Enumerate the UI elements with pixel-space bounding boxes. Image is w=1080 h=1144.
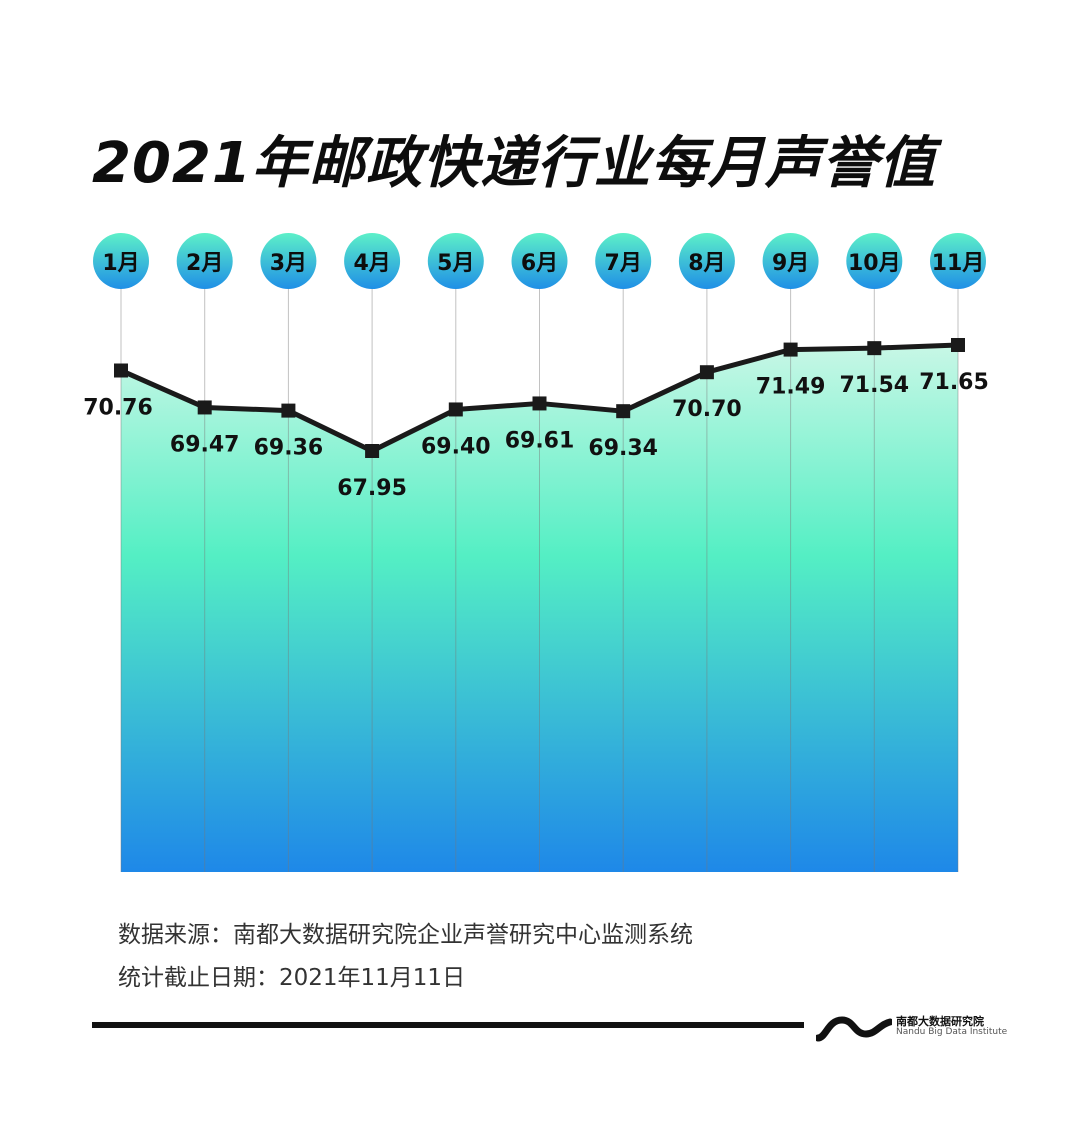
chart-title: 2021年邮政快递行业每月声誉值 [92, 131, 936, 196]
month-tick-label: 3月 [270, 251, 307, 276]
month-badge [93, 233, 149, 289]
data-point-marker [114, 363, 128, 378]
month-badge [344, 233, 401, 289]
data-point-marker [448, 402, 463, 417]
data-value-label: 69.34 [588, 436, 658, 461]
month-badge [427, 233, 484, 289]
data-value-label: 70.70 [672, 397, 742, 422]
month-tick-label: 1月 [102, 251, 139, 276]
month-tick-label: 7月 [605, 251, 642, 276]
month-tick-label: 2月 [186, 251, 223, 276]
logo-chinese-name: 南都大数据研究院 [896, 1015, 984, 1028]
data-point-marker [197, 400, 212, 415]
month-badge [595, 233, 652, 289]
data-value-label: 67.95 [337, 476, 407, 501]
month-badge [762, 233, 819, 289]
month-tick-label: 8月 [688, 251, 725, 276]
data-point-marker [281, 403, 296, 418]
month-tick-label: 6月 [521, 251, 558, 276]
data-point-marker [783, 342, 798, 357]
cutoff-date-note: 统计截止日期：2021年11月11日 [118, 965, 466, 991]
data-value-label: 69.40 [421, 434, 491, 459]
data-value-label: 69.47 [170, 432, 240, 457]
month-badge [260, 233, 317, 289]
data-value-label: 71.49 [756, 375, 826, 400]
data-value-label: 70.76 [83, 395, 153, 420]
month-tick-label: 10月 [848, 251, 901, 276]
data-value-label: 71.65 [919, 370, 989, 395]
area-fill [121, 345, 958, 872]
logo-english-name: Nandu Big Data Institute [896, 1027, 1008, 1037]
month-badge [511, 233, 568, 289]
data-point-marker [365, 444, 380, 458]
month-badge [678, 233, 735, 289]
data-point-marker [699, 365, 714, 380]
line-area-chart: 1月 2月 3月 4月 5月 6月 7月 8月 9月 10月 11月 70.76 69.47 69.36… [83, 233, 989, 872]
data-point-marker [616, 404, 631, 419]
wave-logo-icon [816, 1016, 892, 1042]
month-tick-label: 4月 [353, 251, 390, 276]
data-value-label: 69.36 [254, 436, 324, 461]
data-source-note: 数据来源：南都大数据研究院企业声誉研究中心监测系统 [118, 922, 693, 948]
month-badge [846, 233, 903, 289]
month-badge [930, 233, 986, 289]
data-point-marker [951, 338, 965, 352]
month-tick-label: 9月 [772, 251, 809, 276]
month-tick-label: 5月 [437, 251, 474, 276]
data-point-marker [867, 341, 882, 356]
data-point-marker [532, 396, 547, 411]
data-value-label: 69.61 [505, 428, 575, 453]
month-tick-label: 11月 [932, 251, 985, 276]
institute-logo: 南都大数据研究院 Nandu Big Data Institute [816, 1012, 1007, 1042]
month-badge [176, 233, 233, 289]
footer-divider [92, 1022, 804, 1028]
data-value-label: 71.54 [840, 373, 910, 398]
